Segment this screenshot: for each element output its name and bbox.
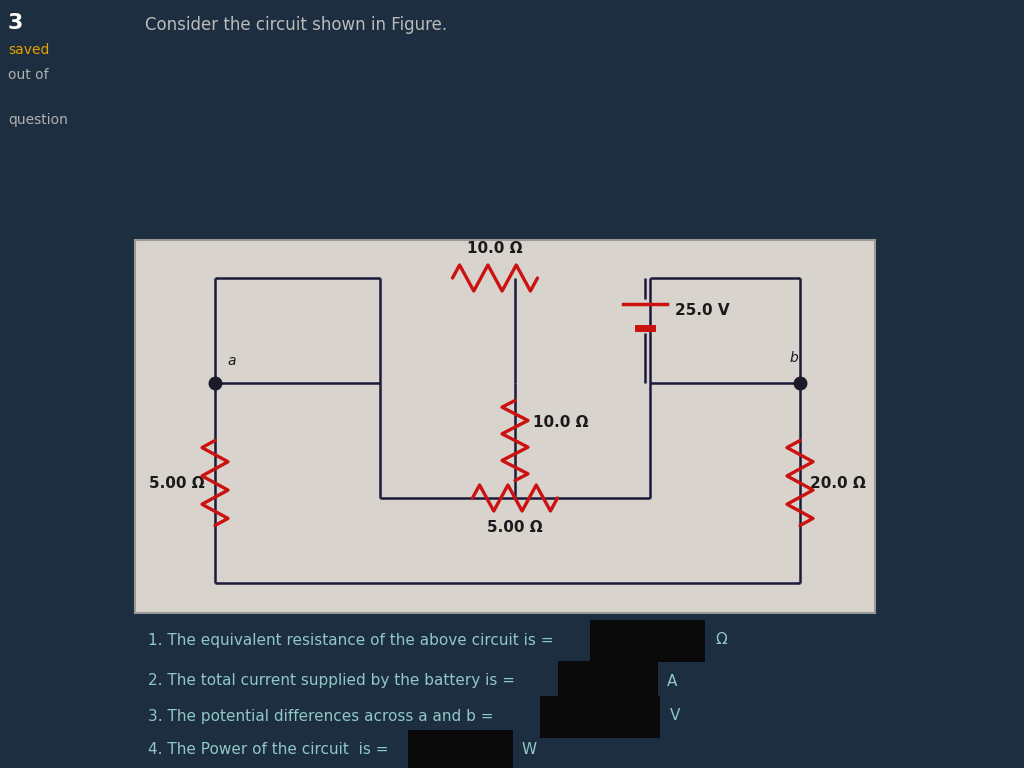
Bar bbox=[540, 696, 660, 738]
Text: 3. The potential differences across a and b =: 3. The potential differences across a an… bbox=[148, 709, 494, 723]
Text: b: b bbox=[790, 351, 799, 365]
Text: Consider the circuit shown in Figure.: Consider the circuit shown in Figure. bbox=[145, 16, 447, 34]
Text: 5.00 Ω: 5.00 Ω bbox=[487, 520, 543, 535]
Text: A: A bbox=[667, 674, 677, 688]
Text: 2. The total current supplied by the battery is =: 2. The total current supplied by the bat… bbox=[148, 674, 515, 688]
Text: 20.0 Ω: 20.0 Ω bbox=[810, 475, 865, 491]
Text: saved: saved bbox=[8, 43, 49, 57]
Text: 10.0 Ω: 10.0 Ω bbox=[534, 415, 589, 430]
Bar bbox=[135, 240, 874, 613]
Text: 25.0 V: 25.0 V bbox=[675, 303, 730, 318]
Text: V: V bbox=[670, 709, 680, 723]
Text: out of: out of bbox=[8, 68, 48, 82]
Text: 5.00 Ω: 5.00 Ω bbox=[150, 475, 205, 491]
Text: 10.0 Ω: 10.0 Ω bbox=[467, 241, 522, 256]
Text: 1. The equivalent resistance of the above circuit is =: 1. The equivalent resistance of the abov… bbox=[148, 633, 554, 647]
Text: 3: 3 bbox=[8, 13, 24, 33]
Text: 4. The Power of the circuit  is =: 4. The Power of the circuit is = bbox=[148, 743, 388, 757]
Text: a: a bbox=[227, 354, 236, 368]
Bar bbox=[408, 730, 513, 768]
Text: W: W bbox=[522, 743, 538, 757]
Text: Ω: Ω bbox=[715, 633, 727, 647]
Bar bbox=[558, 661, 658, 703]
Bar bbox=[590, 620, 705, 662]
Text: question: question bbox=[8, 113, 68, 127]
